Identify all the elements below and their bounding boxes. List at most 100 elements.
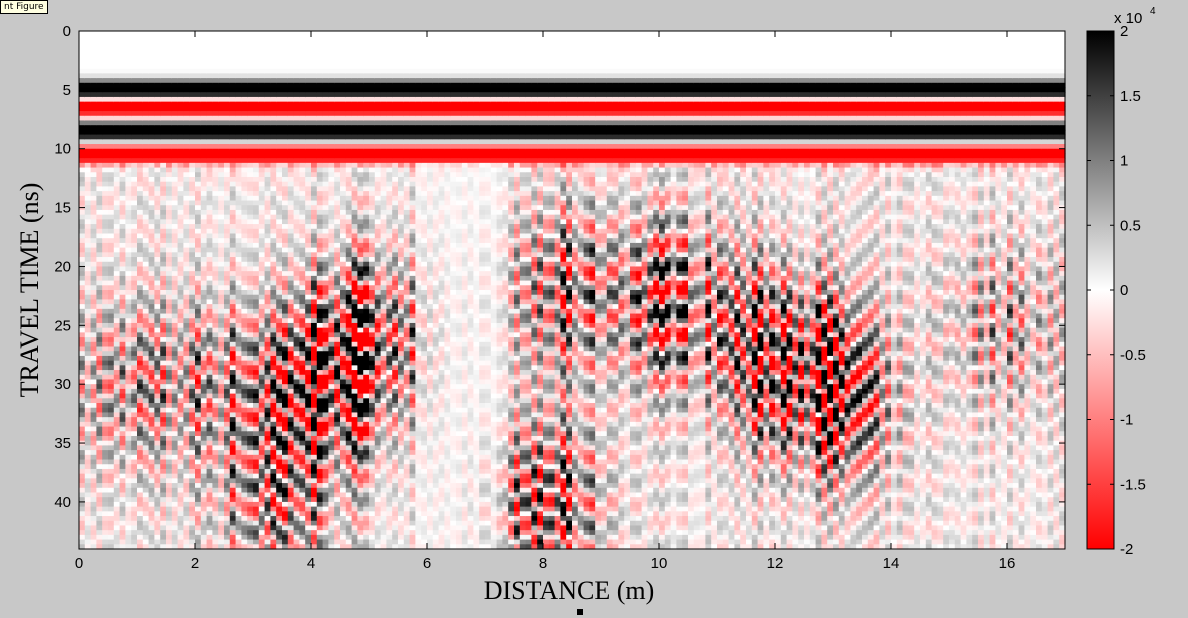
heatmap-cell	[125, 313, 132, 319]
heatmap-cell	[311, 280, 318, 286]
heatmap-cell	[241, 247, 248, 253]
heatmap-cell	[334, 304, 341, 310]
heatmap-cell	[177, 497, 184, 503]
heatmap-cell	[241, 379, 248, 385]
heatmap-cell	[293, 464, 300, 470]
heatmap-cell	[90, 214, 97, 220]
heatmap-cell	[328, 205, 335, 211]
heatmap-cell	[195, 407, 202, 414]
heatmap-cell	[90, 501, 97, 508]
heatmap-cell	[137, 195, 144, 202]
heatmap-cell	[229, 54, 237, 60]
heatmap-cell	[276, 115, 283, 122]
heatmap-cell	[282, 346, 289, 352]
heatmap-cell	[241, 360, 248, 366]
heatmap-cell	[334, 346, 341, 352]
heatmap-cell	[160, 261, 167, 268]
heatmap-cell	[113, 403, 121, 409]
heatmap-cell	[90, 162, 97, 169]
heatmap-cell	[131, 534, 138, 541]
heatmap-cell	[160, 191, 167, 197]
heatmap-cell	[224, 431, 231, 437]
heatmap-cell	[299, 417, 306, 423]
heatmap-cell	[79, 478, 86, 484]
heatmap-cell	[334, 501, 341, 508]
heatmap-cell	[84, 266, 92, 272]
heatmap-cell	[253, 520, 260, 527]
heatmap-cell	[247, 304, 254, 310]
heatmap-cell	[316, 125, 324, 131]
heatmap-cell	[282, 275, 289, 282]
heatmap-cell	[235, 87, 242, 93]
heatmap-cell	[131, 139, 138, 145]
heatmap-cell	[119, 365, 126, 371]
heatmap-cell	[253, 464, 260, 470]
heatmap-cell	[90, 167, 97, 173]
heatmap-cell	[200, 308, 208, 315]
heatmap-cell	[96, 120, 103, 126]
heatmap-cell	[212, 224, 219, 230]
heatmap-cell	[171, 209, 179, 216]
heatmap-cell	[334, 506, 341, 512]
heatmap-cell	[253, 374, 260, 381]
heatmap-cell	[189, 125, 196, 131]
heatmap-cell	[166, 520, 173, 527]
heatmap-cell	[264, 501, 271, 508]
heatmap-cell	[229, 459, 237, 465]
heatmap-cell	[125, 261, 132, 268]
heatmap-cell	[299, 92, 306, 98]
heatmap-cell	[142, 322, 150, 329]
heatmap-cell	[218, 473, 225, 479]
heatmap-cell	[102, 205, 109, 211]
heatmap-cell	[206, 478, 213, 484]
heatmap-cell	[142, 318, 150, 324]
heatmap-cell	[229, 313, 237, 319]
heatmap-cell	[171, 280, 179, 286]
heatmap-cell	[166, 172, 173, 178]
heatmap-cell	[160, 35, 167, 42]
heatmap-cell	[125, 445, 132, 451]
heatmap-cell	[113, 242, 121, 249]
heatmap-cell	[224, 445, 231, 451]
heatmap-cell	[258, 412, 266, 418]
heatmap-cell	[287, 172, 295, 178]
heatmap-cell	[160, 120, 167, 126]
heatmap-cell	[183, 205, 190, 211]
heatmap-cell	[108, 360, 115, 366]
heatmap-cell	[131, 497, 138, 503]
heatmap-cell	[287, 96, 295, 103]
heatmap-cell	[160, 134, 167, 140]
heatmap-cell	[200, 242, 208, 249]
heatmap-cell	[171, 261, 179, 268]
heatmap-cell	[137, 115, 144, 122]
heatmap-cell	[241, 139, 248, 145]
heatmap-cell	[137, 40, 144, 46]
heatmap-cell	[113, 318, 121, 324]
heatmap-cell	[322, 299, 329, 305]
heatmap-cell	[96, 261, 103, 268]
heatmap-cell	[264, 516, 271, 522]
heatmap-cell	[195, 158, 202, 164]
heatmap-cell	[316, 139, 324, 145]
heatmap-cell	[108, 337, 115, 343]
heatmap-cell	[119, 440, 126, 446]
heatmap-cell	[131, 191, 138, 197]
heatmap-cell	[154, 337, 161, 343]
heatmap-cell	[90, 431, 97, 437]
heatmap-cell	[287, 459, 295, 465]
heatmap-cell	[160, 299, 167, 305]
heatmap-cell	[235, 304, 242, 310]
heatmap-cell	[282, 252, 289, 258]
heatmap-cell	[328, 134, 335, 140]
heatmap-cell	[200, 115, 208, 122]
heatmap-cell	[287, 148, 295, 155]
heatmap-cell	[142, 403, 150, 409]
heatmap-cell	[282, 417, 289, 423]
heatmap-cell	[340, 181, 347, 187]
heatmap-cell	[287, 426, 295, 432]
heatmap-cell	[142, 228, 150, 235]
heatmap-cell	[84, 92, 92, 98]
heatmap-cell	[200, 111, 208, 117]
heatmap-cell	[264, 101, 271, 107]
heatmap-cell	[328, 497, 335, 503]
